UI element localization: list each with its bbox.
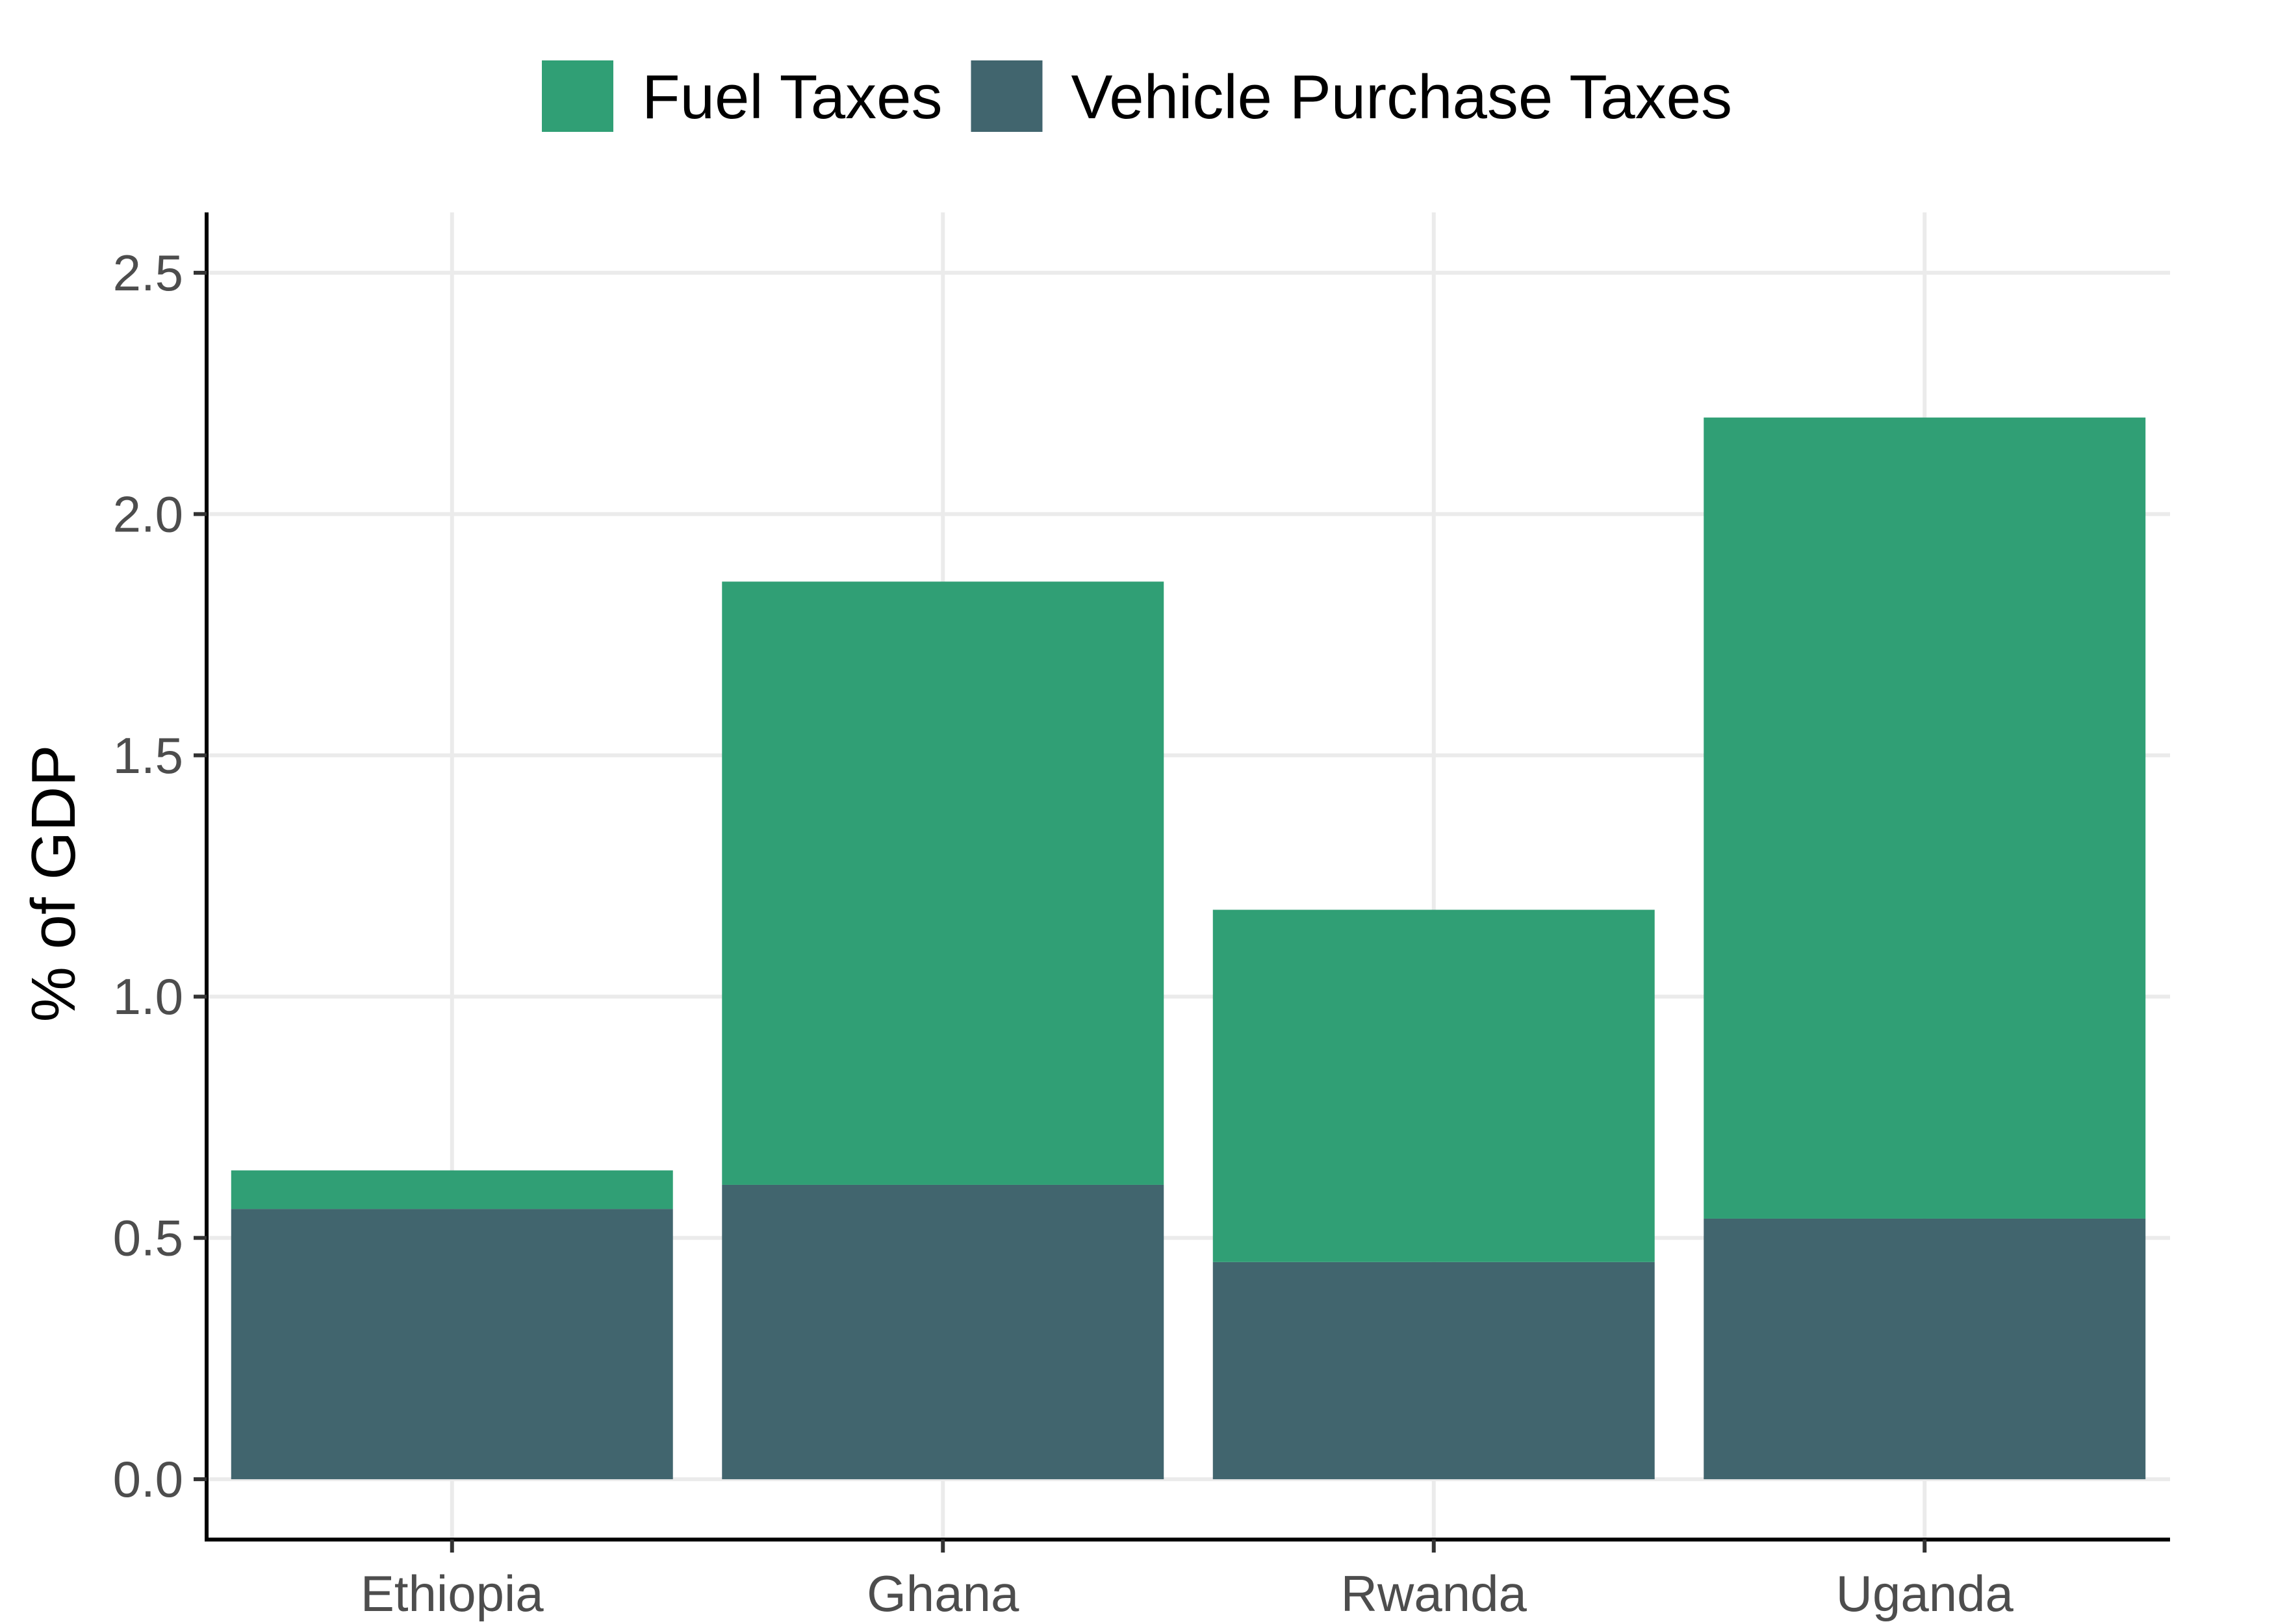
- bar-vehicle-purchase-taxes-uganda: [1704, 1218, 2146, 1480]
- bar-fuel-taxes-ghana: [722, 581, 1164, 1185]
- tick-labels: 0.0 0.5 1.0 1.5 2.0 2.5 Ethiopia Ghana Rwanda Uga…: [113, 244, 2014, 1622]
- axes: [194, 212, 2170, 1553]
- bar-fuel-taxes-rwanda: [1212, 909, 1655, 1262]
- y-tick-label: 2.0: [113, 485, 183, 542]
- bar-vehicle-purchase-taxes-rwanda: [1212, 1262, 1655, 1480]
- bars: [231, 417, 2146, 1480]
- x-tick-label-rwanda: Rwanda: [1341, 1565, 1527, 1622]
- y-tick-label: 1.0: [113, 968, 183, 1025]
- bar-fuel-taxes-ethiopia: [231, 1170, 673, 1210]
- y-axis-title: % of GDP: [19, 745, 88, 1022]
- legend-label-fuel-taxes: Fuel Taxes: [642, 62, 942, 132]
- bar-vehicle-purchase-taxes-ghana: [722, 1184, 1164, 1480]
- bar-fuel-taxes-uganda: [1704, 417, 2146, 1219]
- y-tick-label: 0.5: [113, 1210, 183, 1267]
- legend-key-vehicle-purchase-taxes: [971, 60, 1043, 132]
- x-tick-label-ethiopia: Ethiopia: [361, 1565, 544, 1622]
- y-tick-label: 1.5: [113, 727, 183, 784]
- x-tick-label-ghana: Ghana: [867, 1565, 1019, 1622]
- legend-key-fuel-taxes: [542, 60, 614, 132]
- y-tick-label: 0.0: [113, 1451, 183, 1508]
- x-tick-label-uganda: Uganda: [1836, 1565, 2014, 1622]
- legend: Fuel Taxes Vehicle Purchase Taxes: [542, 60, 1732, 132]
- y-tick-label: 2.5: [113, 244, 183, 301]
- legend-label-vehicle-purchase-taxes: Vehicle Purchase Taxes: [1071, 62, 1732, 132]
- bar-vehicle-purchase-taxes-ethiopia: [231, 1209, 673, 1480]
